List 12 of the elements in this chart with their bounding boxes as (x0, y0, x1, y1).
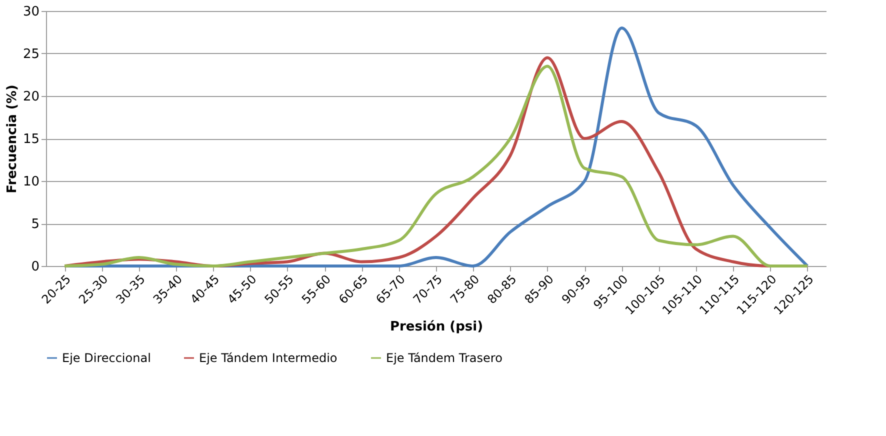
legend-label: Eje Tándem Trasero (386, 351, 502, 365)
legend-label: Eje Tándem Intermedio (199, 351, 338, 365)
y-tick-label: 10 (22, 174, 40, 190)
y-tick-label: 5 (31, 217, 40, 232)
y-tick-label: 15 (22, 132, 40, 147)
y-axis-title: Frecuencia (%) (4, 84, 20, 194)
x-axis-title: Presión (psi) (390, 320, 484, 335)
legend-label: Eje Direccional (62, 351, 151, 365)
y-tick-label: 20 (22, 90, 40, 104)
y-tick-label: 0 (31, 260, 40, 274)
y-tick-label: 25 (22, 47, 40, 62)
y-tick-label: 30 (22, 4, 40, 20)
